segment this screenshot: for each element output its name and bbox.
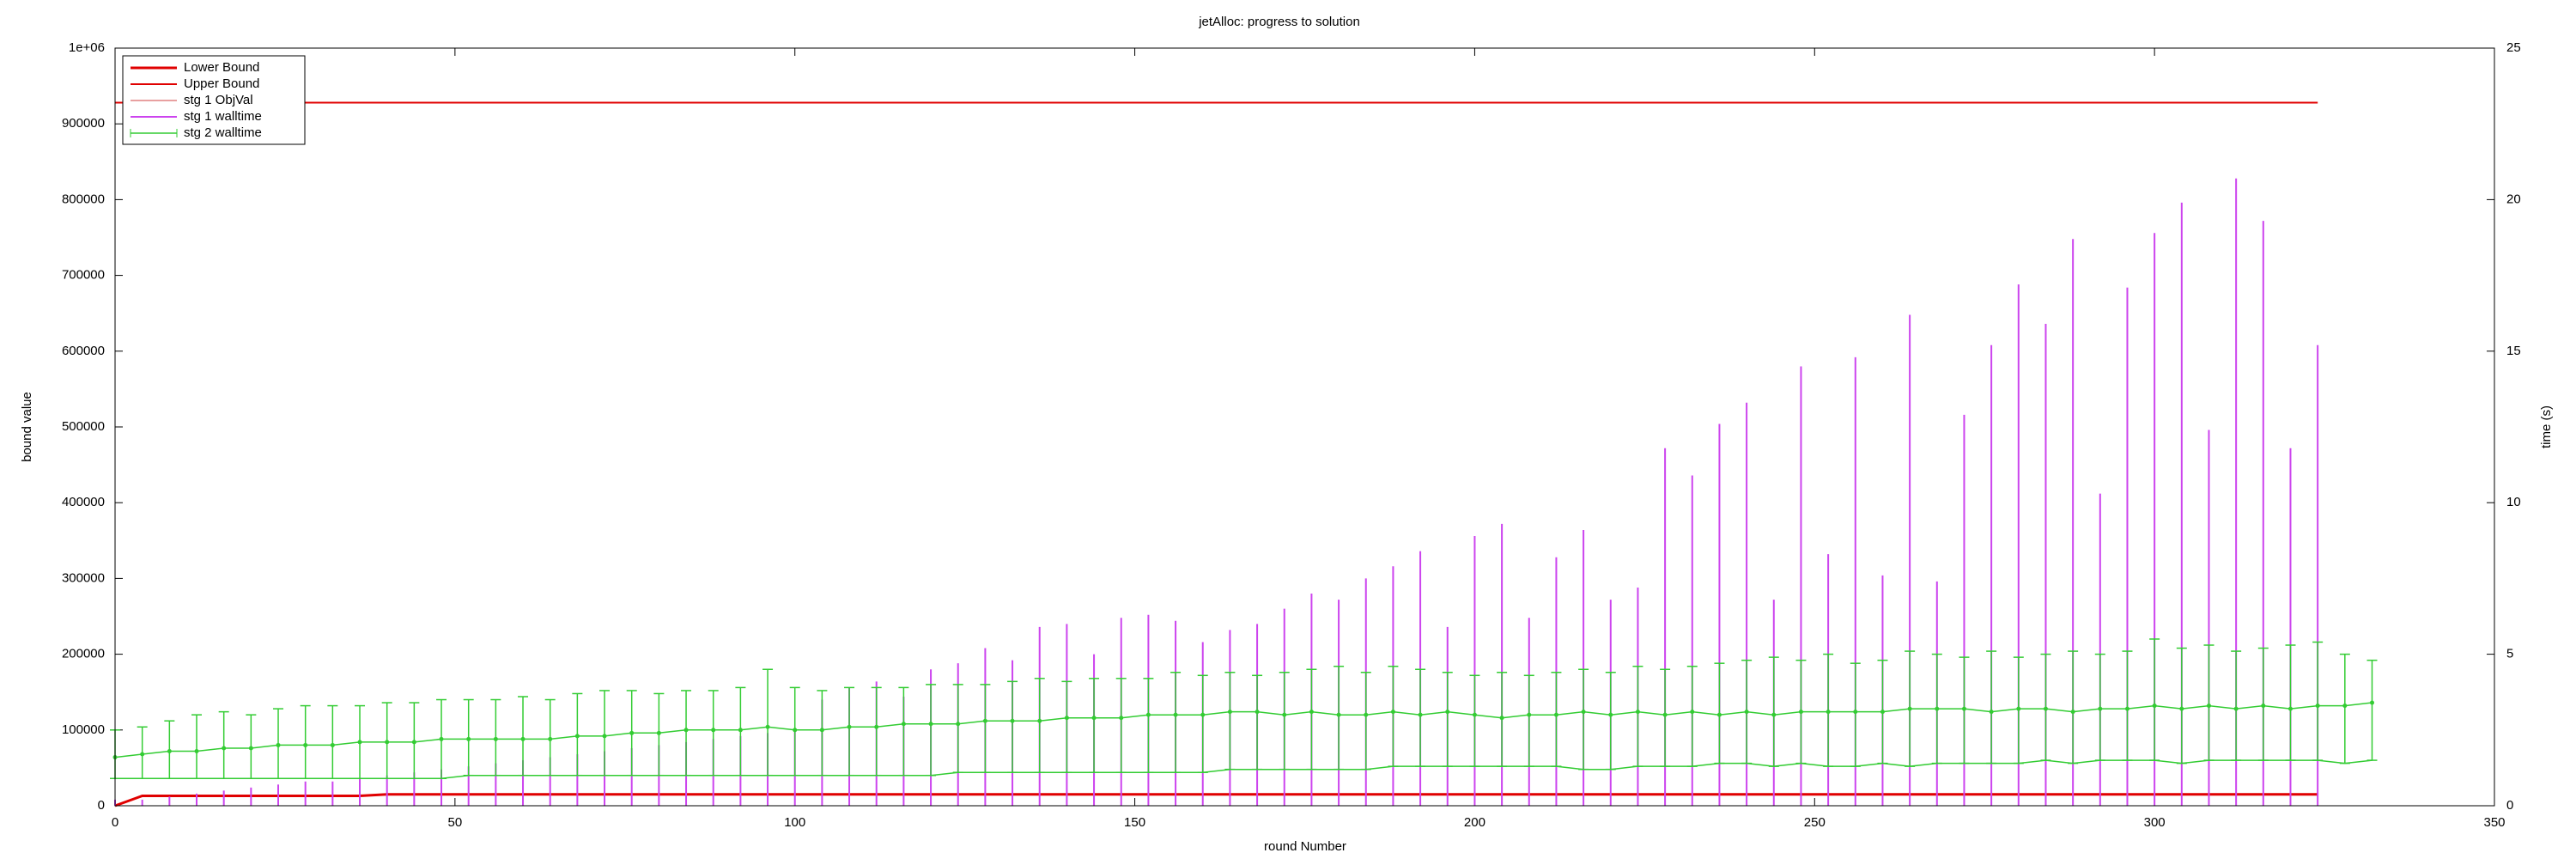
x-tick-label: 200 — [1464, 815, 1485, 830]
y2-axis-label: time (s) — [2539, 405, 2554, 448]
bound-line — [114, 793, 2318, 807]
x-tick-label: 50 — [448, 815, 463, 830]
y-tick-label: 600000 — [62, 344, 105, 358]
y-tick-label: 800000 — [62, 192, 105, 206]
x-tick-label: 350 — [2483, 815, 2505, 830]
y2-tick-label: 5 — [2506, 647, 2513, 661]
y-tick-label: 100000 — [62, 722, 105, 737]
y-tick-label: 400000 — [62, 495, 105, 509]
x-tick-label: 300 — [2144, 815, 2166, 830]
low-line — [115, 759, 2372, 779]
y2-tick-label: 25 — [2506, 40, 2521, 55]
x-tick-label: 100 — [784, 815, 805, 830]
x-tick-label: 0 — [112, 815, 118, 830]
legend-label: stg 2 walltime — [184, 125, 262, 140]
x-tick-label: 150 — [1124, 815, 1145, 830]
y-tick-label: 500000 — [62, 419, 105, 434]
legend-label: stg 1 walltime — [184, 109, 262, 124]
x-axis-label: round Number — [1264, 839, 1346, 854]
legend-label: Lower Bound — [184, 60, 259, 75]
y2-tick-label: 0 — [2506, 798, 2513, 813]
legend-label: stg 1 ObjVal — [184, 93, 253, 107]
plot-area: 0 50 100 150 200 250 300 3500100000200000300000… — [62, 40, 2521, 830]
y2-tick-label: 20 — [2506, 192, 2521, 206]
y2-tick-label: 15 — [2506, 344, 2521, 358]
y-tick-label: 300000 — [62, 570, 105, 585]
chart-title: jetAlloc: progress to solution — [1198, 15, 1360, 29]
y2-tick-label: 10 — [2506, 495, 2521, 509]
mean-line — [114, 702, 2372, 758]
x-tick-label: 250 — [1804, 815, 1826, 830]
y-tick-label: 900000 — [62, 116, 105, 131]
y-axis-label: bound value — [20, 392, 34, 462]
y-tick-label: 1e+06 — [69, 40, 105, 55]
y-tick-label: 200000 — [62, 647, 105, 661]
legend-label: Upper Bound — [184, 76, 259, 91]
y-tick-label: 0 — [98, 798, 105, 813]
plot-border — [114, 47, 2495, 807]
y-tick-label: 700000 — [62, 268, 105, 283]
